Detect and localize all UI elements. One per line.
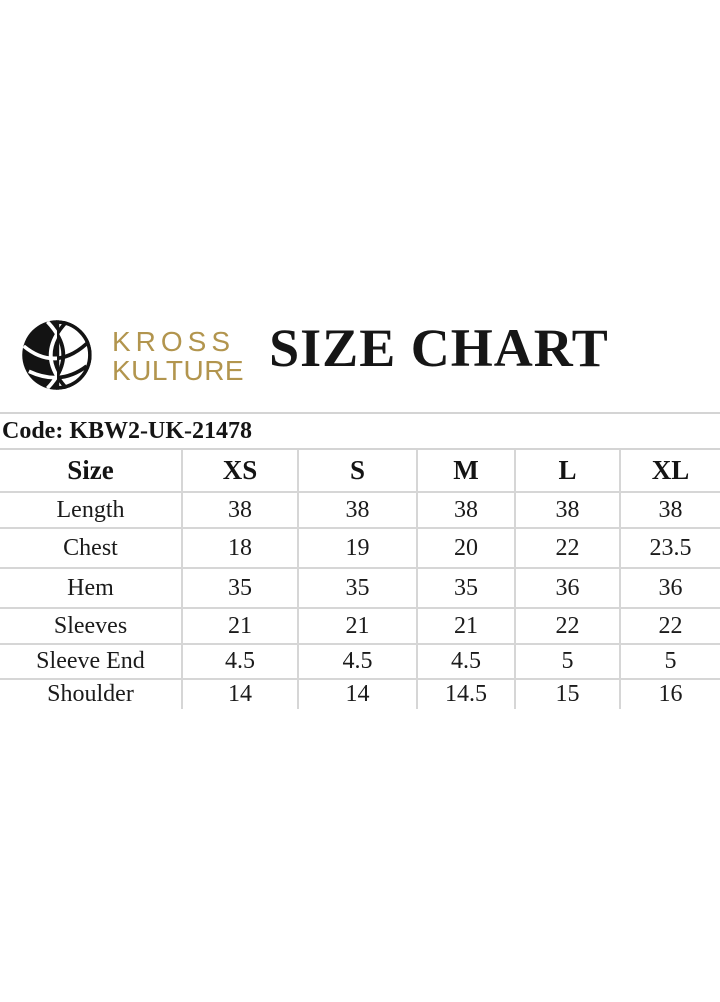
size-value: 5 (515, 644, 621, 680)
column-header-s: S (298, 450, 418, 493)
product-code: Code: KBW2-UK-21478 (0, 412, 720, 450)
measurement-label: Shoulder (0, 679, 183, 709)
column-header-xl: XL (620, 450, 720, 493)
table-row-hem: Hem 35 35 35 36 36 (0, 568, 720, 609)
size-value: 16 (658, 681, 683, 707)
size-value: 35 (182, 568, 299, 609)
size-value: 38 (298, 492, 418, 529)
brand-line-1: KROSS (112, 326, 236, 357)
table-row-length: Length 38 38 38 38 38 (0, 492, 720, 529)
size-value: 35 (417, 568, 516, 609)
size-value: 4.5 (298, 644, 418, 680)
size-value: 21 (298, 608, 418, 645)
measurement-label: Length (0, 492, 183, 529)
size-value: 14 (182, 679, 299, 709)
size-value: 36 (515, 568, 621, 609)
table-row-sleeves: Sleeves 21 21 21 22 22 (0, 608, 720, 645)
measurement-label: Hem (0, 568, 183, 609)
size-value: 14 (298, 679, 418, 709)
size-value: 20 (417, 528, 516, 569)
size-value: 22 (620, 608, 720, 645)
column-header-size: Size (0, 450, 183, 493)
size-value: 4.5 (182, 644, 299, 680)
size-value: 38 (515, 492, 621, 529)
size-value: 19 (298, 528, 418, 569)
split-globe-icon (22, 320, 92, 390)
size-value: 23.5 (620, 528, 720, 569)
size-value: 21 (417, 608, 516, 645)
measurement-label: Chest (0, 528, 183, 569)
column-header-l: L (515, 450, 621, 493)
size-value: 38 (620, 492, 720, 529)
size-value: 38 (182, 492, 299, 529)
size-value: 36 (620, 568, 720, 609)
size-value: 22 (515, 528, 621, 569)
brand-wordmark: KROSS KULTURE (112, 327, 244, 385)
size-chart-block: Code: KBW2-UK-21478 Size XS S M L XL Len… (0, 412, 720, 709)
size-value: 14.5 (417, 679, 516, 709)
size-value: 18 (182, 528, 299, 569)
table-row-chest: Chest 18 19 20 22 23.5 (0, 528, 720, 569)
measurement-label: Sleeves (0, 608, 183, 645)
size-value: 5 (620, 644, 720, 680)
table-row-sleeve-end: Sleeve End 4.5 4.5 4.5 5 5 (0, 644, 720, 680)
page-title: SIZE CHART (269, 318, 609, 378)
size-value: 35 (298, 568, 418, 609)
column-header-xs: XS (182, 450, 299, 493)
brand-header: KROSS KULTURE SIZE CHART (20, 317, 710, 393)
table-row-shoulder: Shoulder 14 14 14.5 15 16 (0, 679, 720, 709)
table-header-row: Size XS S M L XL (0, 450, 720, 493)
size-value: 15 (515, 679, 621, 709)
size-chart-table: Size XS S M L XL Length 38 38 38 38 38 (0, 450, 720, 709)
size-value: 22 (515, 608, 621, 645)
measurement-label: Sleeve End (0, 644, 183, 680)
column-header-m: M (417, 450, 516, 493)
size-value: 4.5 (417, 644, 516, 680)
size-value: 38 (417, 492, 516, 529)
size-value: 21 (182, 608, 299, 645)
brand-line-2: KULTURE (112, 355, 245, 386)
